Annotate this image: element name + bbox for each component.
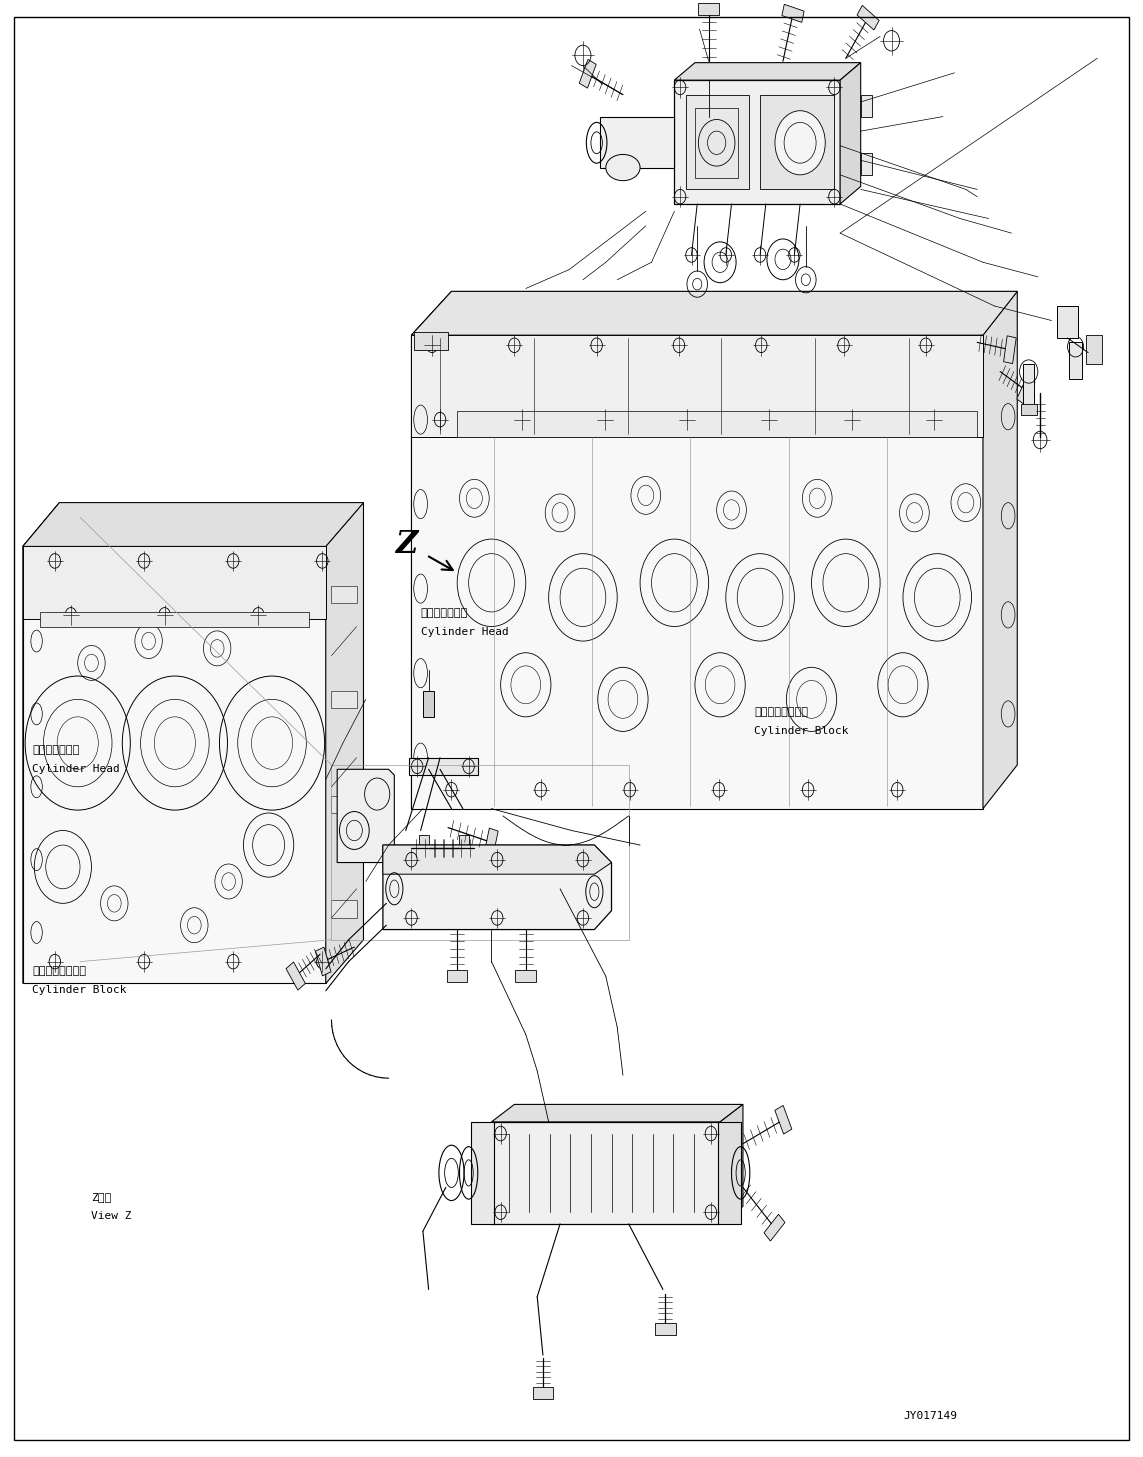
- Bar: [331, 586, 357, 603]
- Polygon shape: [447, 970, 467, 982]
- Ellipse shape: [606, 154, 640, 181]
- Polygon shape: [411, 291, 451, 809]
- Bar: [1057, 306, 1078, 338]
- Bar: [1069, 342, 1082, 379]
- Polygon shape: [983, 291, 1017, 809]
- Polygon shape: [674, 80, 840, 204]
- Bar: [861, 95, 872, 117]
- Bar: [1086, 335, 1102, 364]
- Polygon shape: [764, 1214, 785, 1241]
- Text: View Z: View Z: [91, 1211, 131, 1221]
- Text: Cylinder Block: Cylinder Block: [754, 726, 849, 736]
- Text: Cylinder Block: Cylinder Block: [32, 985, 127, 995]
- Polygon shape: [411, 291, 1017, 335]
- Polygon shape: [1017, 376, 1034, 405]
- Bar: [331, 796, 357, 813]
- Text: Z: Z: [394, 529, 417, 561]
- Polygon shape: [674, 63, 861, 80]
- Bar: [861, 153, 872, 175]
- Polygon shape: [383, 845, 612, 930]
- Polygon shape: [533, 1387, 553, 1399]
- Polygon shape: [483, 828, 498, 857]
- Polygon shape: [23, 503, 59, 983]
- Bar: [1021, 404, 1037, 415]
- Polygon shape: [419, 835, 429, 861]
- Polygon shape: [23, 503, 363, 546]
- Polygon shape: [491, 1122, 720, 1224]
- Polygon shape: [411, 335, 983, 437]
- Polygon shape: [1004, 335, 1016, 364]
- Bar: [695, 108, 738, 178]
- Bar: [414, 332, 448, 350]
- Polygon shape: [720, 1104, 743, 1224]
- Bar: [718, 1122, 741, 1224]
- Polygon shape: [515, 970, 536, 982]
- Polygon shape: [782, 4, 805, 22]
- Text: Z　視: Z 視: [91, 1192, 112, 1202]
- Circle shape: [775, 111, 825, 175]
- Polygon shape: [580, 60, 597, 87]
- Polygon shape: [286, 962, 305, 991]
- Polygon shape: [23, 503, 363, 546]
- Text: シリンダブロック: シリンダブロック: [754, 707, 808, 717]
- Bar: [409, 758, 478, 775]
- Bar: [331, 900, 357, 918]
- Bar: [686, 95, 749, 189]
- Text: シリンダヘッド: シリンダヘッド: [421, 608, 467, 618]
- Text: JY017149: JY017149: [903, 1410, 957, 1421]
- Bar: [457, 411, 977, 437]
- Polygon shape: [459, 835, 469, 861]
- Polygon shape: [491, 1104, 743, 1122]
- Polygon shape: [23, 546, 326, 983]
- Polygon shape: [383, 845, 612, 874]
- Polygon shape: [600, 117, 674, 168]
- Bar: [423, 691, 434, 717]
- Text: シリンダブロック: シリンダブロック: [32, 966, 86, 976]
- Text: Cylinder Head: Cylinder Head: [421, 627, 509, 637]
- Polygon shape: [326, 503, 363, 983]
- Polygon shape: [337, 769, 394, 863]
- Polygon shape: [23, 546, 326, 619]
- Polygon shape: [775, 1106, 792, 1134]
- Bar: [471, 1122, 494, 1224]
- Bar: [1023, 364, 1034, 408]
- Bar: [40, 612, 309, 627]
- Polygon shape: [411, 335, 983, 809]
- Text: Cylinder Head: Cylinder Head: [32, 763, 120, 774]
- Text: シリンダヘッド: シリンダヘッド: [32, 745, 79, 755]
- Polygon shape: [411, 291, 1017, 335]
- Polygon shape: [760, 95, 834, 189]
- Polygon shape: [655, 1323, 676, 1335]
- Bar: [331, 691, 357, 708]
- Polygon shape: [315, 947, 331, 976]
- Polygon shape: [857, 6, 879, 31]
- Polygon shape: [698, 3, 719, 15]
- Polygon shape: [840, 63, 861, 204]
